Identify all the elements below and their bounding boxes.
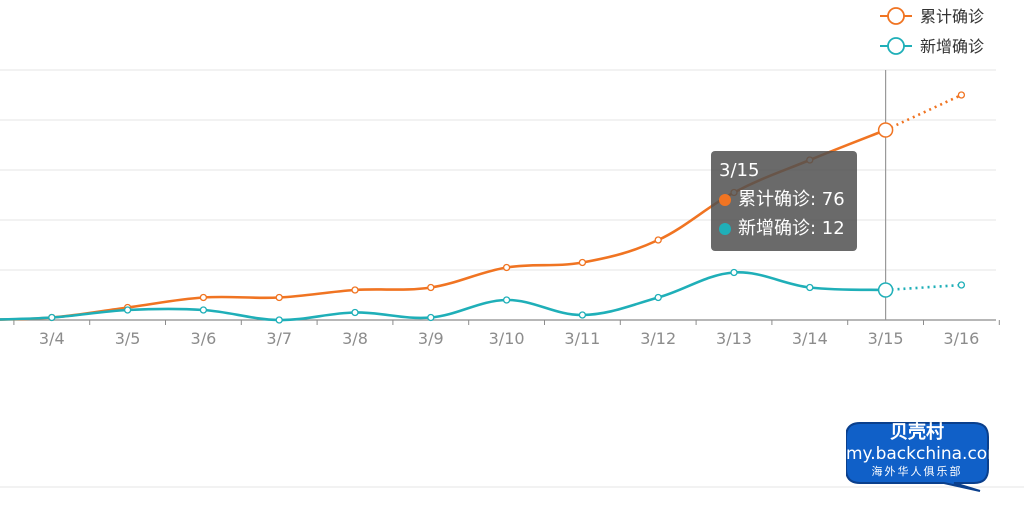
legend-marker-1 (887, 37, 905, 55)
data-point (199, 306, 208, 314)
x-tick-label: 3/4 (39, 329, 65, 348)
tooltip-row-cumulative: 累计确诊: 76 (719, 185, 849, 214)
tooltip-label-cumulative: 累计确诊: 76 (738, 189, 845, 210)
series-forecast-0 (885, 93, 962, 132)
tooltip-dot-cumulative (719, 193, 731, 206)
watermark-text: 贝壳村 my.backchina.com 海外华人俱乐部 (846, 422, 1004, 480)
data-point (730, 268, 738, 277)
data-point (351, 286, 359, 294)
data-point (427, 313, 435, 322)
tooltip-label-new: 新增确诊: 12 (738, 218, 845, 239)
data-point (578, 258, 587, 267)
series-line-1 (0, 271, 886, 322)
x-tick-label: 3/8 (342, 329, 368, 348)
data-point (654, 293, 662, 302)
data-point (502, 296, 511, 304)
x-tick-label: 3/9 (418, 329, 444, 348)
data-point (427, 283, 435, 292)
watermark-line2: my.backchina.com (846, 444, 1004, 464)
data-point (123, 306, 132, 314)
data-point (502, 263, 511, 272)
x-tick-label: 3/11 (564, 329, 600, 348)
legend-item-1[interactable]: 新增确诊 (880, 37, 984, 56)
x-tick-label: 3/6 (191, 329, 217, 348)
watermark-line3: 海外华人俱乐部 (871, 465, 963, 478)
grid-lines (0, 69, 1024, 488)
data-point (578, 311, 587, 319)
watermark-badge (846, 422, 989, 492)
tooltip-title: 3/15 (719, 160, 760, 181)
x-tick-label: 3/12 (640, 329, 676, 348)
x-axis: 3/4 3/5 3/6 3/7 3/8 3/9 3/10 3/11 3/12 3/13 3/14 3/… (0, 70, 1000, 348)
data-point (275, 293, 283, 302)
tooltip-dot-new (719, 222, 731, 235)
data-point (199, 293, 208, 302)
x-tick-label: 3/16 (943, 329, 979, 348)
x-tick-label: 3/7 (266, 329, 292, 348)
x-tick-label: 3/14 (792, 329, 828, 348)
series-forecast-1 (885, 283, 962, 292)
x-tick-label: 3/5 (115, 329, 141, 348)
legend-item-0[interactable]: 累计确诊 (880, 7, 984, 26)
legend-label-0: 累计确诊 (920, 7, 984, 26)
tooltip: 3/15 累计确诊: 76 新增确诊: 12 (711, 151, 857, 251)
data-point (877, 122, 894, 138)
watermark-line1: 贝壳村 (890, 422, 944, 443)
x-tick-label: 3/15 (868, 329, 904, 348)
tooltip-row-new: 新增确诊: 12 (719, 214, 849, 243)
data-point (806, 283, 814, 292)
legend-marker-0 (887, 7, 905, 25)
data-point (654, 236, 662, 244)
data-point (957, 91, 966, 99)
data-point (957, 281, 966, 289)
x-tick-label: 3/13 (716, 329, 752, 348)
data-point (877, 282, 894, 298)
legend-label-1: 新增确诊 (920, 37, 984, 56)
x-tick-label: 3/10 (489, 329, 525, 348)
data-point (351, 308, 359, 317)
data-point (48, 313, 56, 322)
data-point (275, 316, 283, 324)
